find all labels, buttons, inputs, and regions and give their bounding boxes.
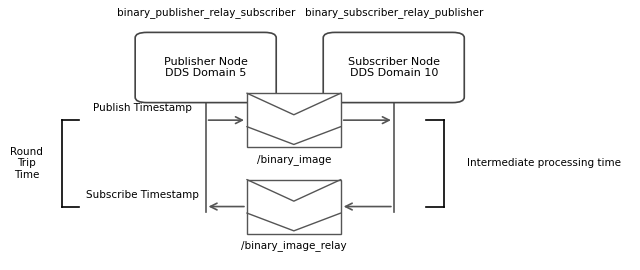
Text: /binary_image_relay: /binary_image_relay [241,240,347,251]
Text: Subscriber Node
DDS Domain 10: Subscriber Node DDS Domain 10 [348,57,440,78]
Text: Round
Trip
Time: Round Trip Time [10,147,43,180]
FancyBboxPatch shape [135,32,276,103]
Text: Subscribe Timestamp: Subscribe Timestamp [86,190,199,200]
Bar [247,93,341,147]
Text: binary_subscriber_relay_publisher: binary_subscriber_relay_publisher [305,7,483,18]
Text: binary_publisher_relay_subscriber: binary_publisher_relay_subscriber [116,7,295,18]
Bar [247,180,341,234]
FancyBboxPatch shape [323,32,464,103]
Text: /binary_image: /binary_image [257,154,331,165]
Text: Publish Timestamp: Publish Timestamp [93,103,192,113]
Text: Intermediate processing time: Intermediate processing time [467,158,621,168]
Text: Publisher Node
DDS Domain 5: Publisher Node DDS Domain 5 [164,57,248,78]
